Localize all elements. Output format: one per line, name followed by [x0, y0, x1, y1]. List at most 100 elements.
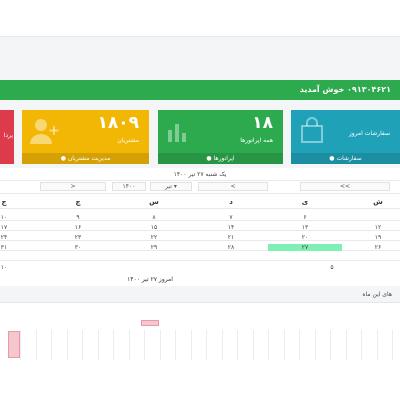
calendar-day[interactable]: ۱۷ — [0, 224, 8, 231]
chart-bar — [141, 320, 159, 326]
calendar-day[interactable]: ۳۱ — [0, 244, 8, 251]
user-plus-icon — [28, 116, 62, 150]
prev-year-button[interactable]: << — [300, 182, 390, 191]
card-customers-footer-text: مدیریت مشتریان — [67, 155, 111, 162]
chart-gridline — [190, 330, 192, 360]
top-navbar — [0, 0, 400, 37]
chart-gridline — [221, 330, 223, 360]
card-payments[interactable]: پردا — [0, 110, 14, 164]
calendar-day[interactable]: ۲۱ — [227, 234, 235, 241]
bar-chart-icon — [164, 116, 194, 150]
calendar-day[interactable]: ۷ — [229, 214, 233, 221]
weekday-mon: د — [229, 198, 233, 206]
calendar-day[interactable]: ۲۳ — [74, 234, 82, 241]
calendar-day[interactable]: ۲۴ — [0, 234, 8, 241]
welcome-text: ۰۹۱۳۰۴۶۲۱ خوش آمدید — [299, 85, 391, 94]
calendar-day[interactable]: ۲۶ — [374, 244, 382, 251]
weekday-sun: ی — [301, 198, 309, 206]
chart-gridline — [206, 330, 207, 360]
calendar-day[interactable]: ۸ — [152, 214, 156, 221]
chart-gridline — [283, 330, 285, 360]
chart-gridline — [97, 330, 99, 360]
chart-gridline — [330, 330, 331, 360]
calendar-day[interactable]: ۱۹ — [374, 234, 382, 241]
chart-gridline — [51, 330, 52, 360]
card-operators-label: همه اپراتورها — [240, 137, 273, 144]
prev-month-button[interactable]: < — [198, 182, 268, 191]
chart-gridline — [82, 330, 83, 360]
card-operators-count: ۱۸ — [252, 113, 273, 133]
next-month-button[interactable]: > — [40, 182, 106, 191]
chart-gridline — [113, 330, 114, 360]
card-operators[interactable]: ۱۸ همه اپراتورها اپراتورها ● — [158, 110, 283, 164]
calendar-day[interactable]: ۱۴ — [227, 224, 235, 231]
chart-gridline — [66, 330, 68, 360]
calendar-day[interactable]: ۳۰ — [74, 244, 82, 251]
weekday-tue: س — [149, 198, 159, 206]
card-customers-footer[interactable]: مدیریت مشتریان ● — [22, 153, 149, 164]
weekday-sat: ش — [373, 198, 383, 206]
calendar-day[interactable]: ۵ — [330, 264, 334, 271]
chart-gridline — [237, 330, 238, 360]
calendar-day[interactable]: ۲۲ — [150, 234, 158, 241]
year-select[interactable]: ۱۴۰۰ — [112, 182, 146, 191]
calendar-day[interactable]: ۱۰ — [0, 264, 8, 271]
chart-gridline — [361, 330, 362, 360]
card-orders-label: سفارشات امروز — [348, 130, 390, 137]
chart-gridline — [128, 330, 130, 360]
chart-gridline — [376, 330, 378, 360]
card-operators-footer-text: اپراتورها — [213, 155, 235, 162]
card-customers[interactable]: ۱۸۰۹ مشتریان مدیریت مشتریان ● — [22, 110, 149, 164]
chart-gridline — [144, 330, 145, 360]
shopping-bag-icon — [297, 116, 327, 150]
chart-gridline — [252, 330, 254, 360]
calendar-nav: << < تیر ▾ ۱۴۰۰ > — [0, 182, 400, 191]
calendar-day-today[interactable]: ۲۷ — [301, 244, 309, 251]
month-value: تیر — [165, 183, 172, 190]
arrow-circle-icon: ● — [206, 155, 212, 162]
calendar-day[interactable]: ۲۰ — [301, 234, 309, 241]
card-orders-footer[interactable]: سفارشات ● — [291, 153, 400, 164]
month-section-label: های این ماه — [362, 291, 392, 298]
chart-gridline — [20, 330, 21, 360]
calendar-day[interactable]: ۲۹ — [150, 244, 158, 251]
chart-gridline — [299, 330, 300, 360]
chart-bar — [8, 331, 20, 358]
chart-gridline — [35, 330, 37, 360]
chart-gridline — [392, 330, 393, 360]
calendar-day[interactable]: ۲۸ — [227, 244, 235, 251]
chart-gridline — [175, 330, 176, 360]
calendar-day[interactable]: ۶ — [303, 214, 307, 221]
chart-gridline — [345, 330, 347, 360]
card-customers-label: مشتریان — [117, 137, 139, 144]
calendar-title: یک شنبه ۲۷ تیر ۱۴۰۰ — [173, 171, 227, 178]
calendar-day[interactable]: ۹ — [76, 214, 80, 221]
welcome-banner: ۰۹۱۳۰۴۶۲۱ خوش آمدید — [0, 80, 400, 100]
weekday-wed: چ — [75, 198, 81, 206]
calendar-day[interactable]: ۱۳ — [301, 224, 309, 231]
card-orders-footer-text: سفارشات — [336, 155, 362, 162]
today-label: امروز ۲۷ تیر ۱۴۰۰ — [127, 276, 173, 283]
arrow-circle-icon: ● — [60, 155, 66, 162]
arrow-circle-icon: ● — [329, 155, 335, 162]
today-highlight — [268, 244, 342, 251]
card-customers-count: ۱۸۰۹ — [97, 113, 139, 133]
chevron-down-icon: ▾ — [173, 183, 177, 190]
calendar-day[interactable]: ۱۶ — [74, 224, 82, 231]
card-orders[interactable]: سفارشات امروز سفارشات ● — [291, 110, 400, 164]
calendar-day[interactable]: ۱۰ — [0, 214, 8, 221]
prev-year-label: << — [339, 183, 351, 190]
chart-gridline — [314, 330, 316, 360]
weekday-thu: ج — [1, 198, 7, 206]
year-value: ۱۴۰۰ — [122, 183, 136, 190]
next-month-label: > — [70, 183, 76, 190]
prev-month-label: < — [230, 183, 236, 190]
monthly-chart — [0, 302, 400, 401]
calendar-day[interactable]: ۱۵ — [150, 224, 158, 231]
month-select[interactable]: تیر ▾ — [150, 182, 192, 191]
card-payments-label: پردا — [3, 132, 13, 139]
chart-gridline — [268, 330, 269, 360]
card-operators-footer[interactable]: اپراتورها ● — [158, 153, 283, 164]
calendar-day[interactable]: ۱۲ — [374, 224, 382, 231]
chart-gridline — [159, 330, 161, 360]
